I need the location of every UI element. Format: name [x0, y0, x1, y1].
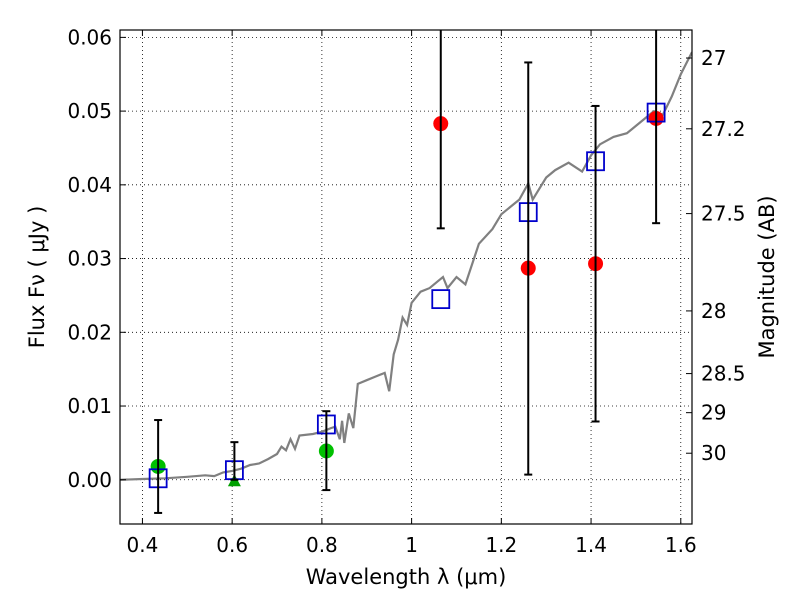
- x-axis-label: Wavelength λ (μm): [306, 565, 507, 589]
- right-axis-label: Magnitude (AB): [755, 195, 779, 358]
- y-tick-label: 0.02: [67, 320, 112, 344]
- plot-frame: [119, 29, 693, 525]
- x-tick-label: 0.6: [216, 533, 248, 557]
- axis-ticks: 0.4 0.6 0.8 1 1.2 1.4 1.6 0.00 0.01 0.02 0.03 0.04 0…: [67, 25, 745, 557]
- mag-tick-label: 27: [701, 46, 726, 70]
- y-axis-label: Flux Fν ( μJy ): [25, 206, 49, 349]
- error-bars: [154, 30, 661, 514]
- y-tick-label: 0.06: [67, 25, 112, 49]
- x-tick-label: 0.8: [306, 533, 338, 557]
- x-tick-label: 0.4: [127, 533, 159, 557]
- mag-tick-label: 29: [701, 401, 726, 425]
- y-tick-label: 0.01: [67, 394, 112, 418]
- x-tick-label: 1.4: [575, 533, 607, 557]
- x-tick-label: 1: [405, 533, 418, 557]
- mag-tick-label: 28: [701, 299, 726, 323]
- mag-tick-label: 27.2: [701, 117, 746, 141]
- y-tick-label: 0.03: [67, 247, 112, 271]
- x-tick-label: 1.2: [485, 533, 517, 557]
- y-tick-label: 0.05: [67, 99, 112, 123]
- grid-lines: [120, 30, 692, 524]
- y-tick-label: 0.04: [67, 173, 112, 197]
- plot-marks: [120, 51, 692, 489]
- model-point-square: [431, 289, 451, 310]
- model-spectrum-line: [120, 51, 692, 481]
- mag-tick-label: 30: [701, 441, 726, 465]
- mag-tick-label: 27.5: [701, 202, 746, 226]
- y-tick-label: 0.00: [67, 468, 112, 492]
- x-tick-label: 1.6: [665, 533, 697, 557]
- mag-tick-label: 28.5: [701, 362, 746, 386]
